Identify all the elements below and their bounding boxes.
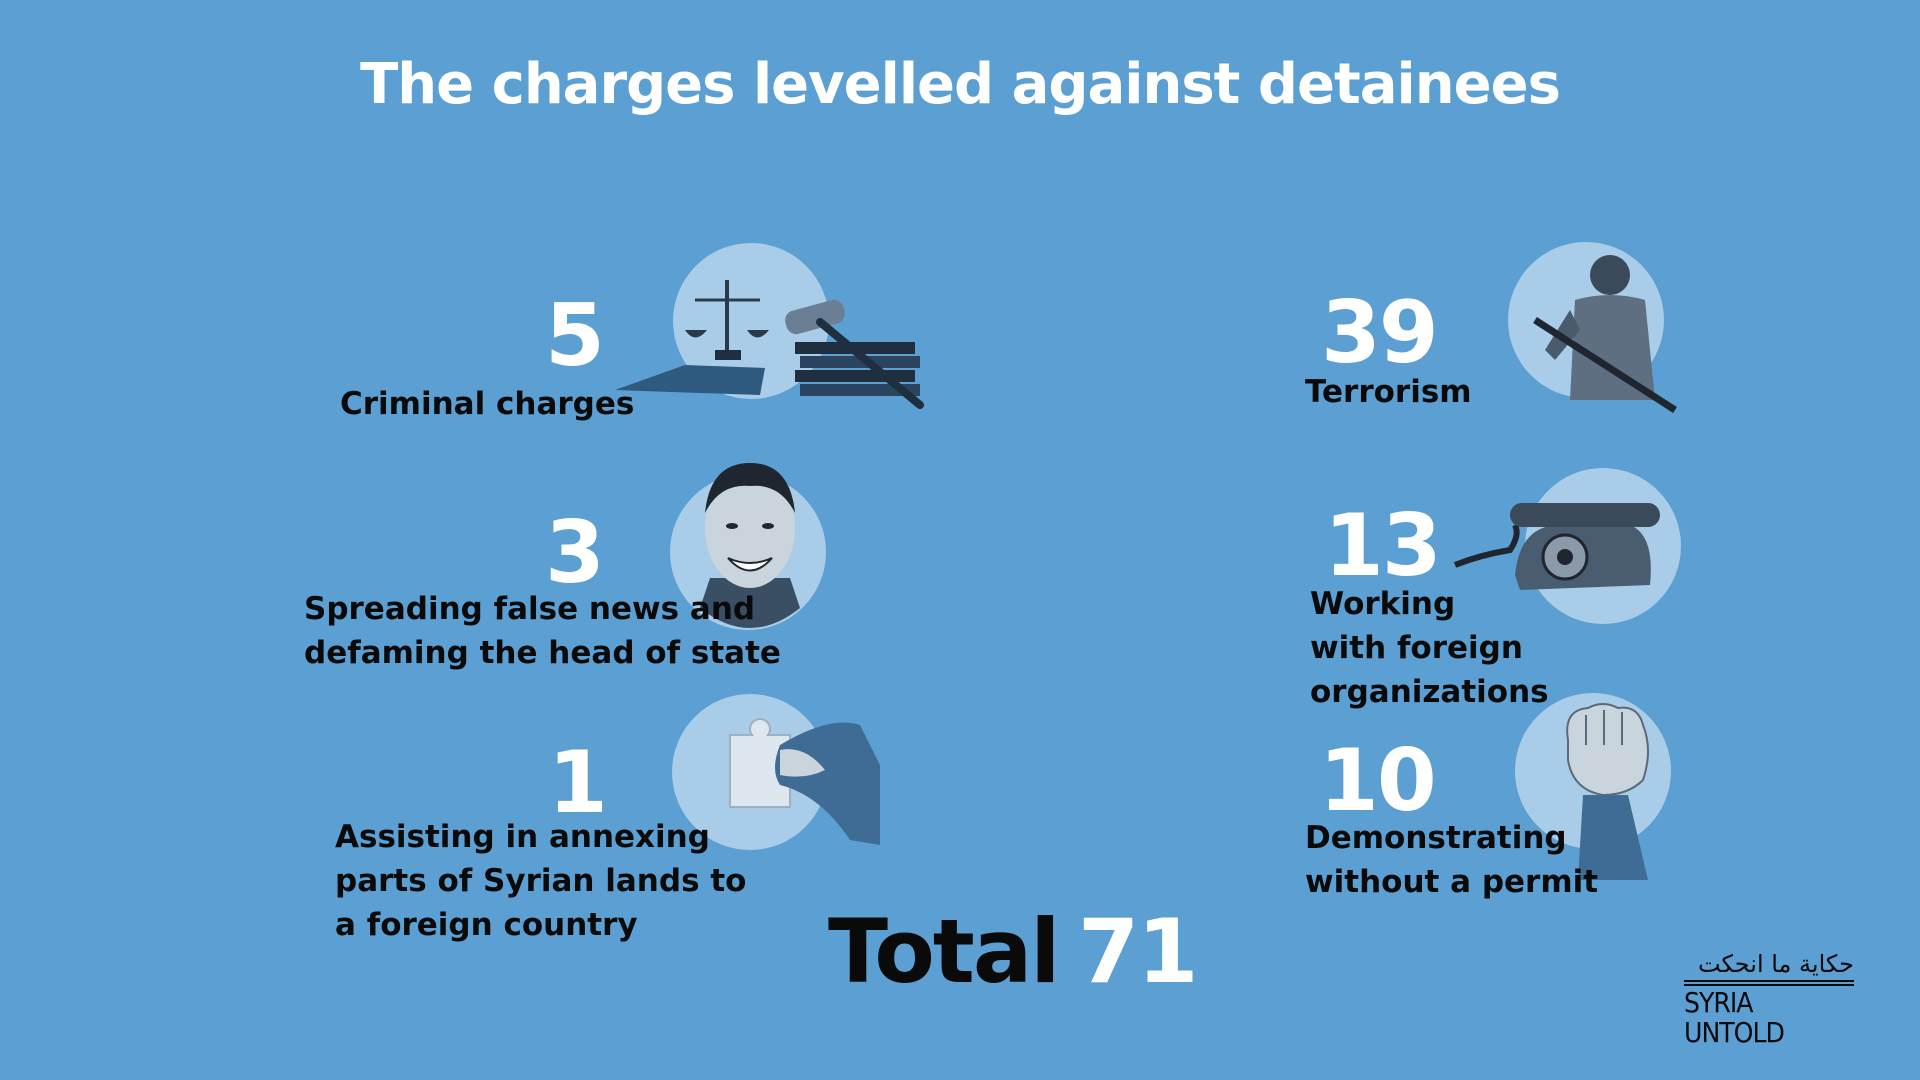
charge-count: 10: [1319, 731, 1437, 831]
charge-count: 39: [1321, 283, 1439, 383]
charge-count: 13: [1324, 496, 1442, 596]
charge-count: 1: [548, 733, 608, 833]
rotary-telephone-icon: [1453, 503, 1660, 590]
logo-divider: [1684, 984, 1854, 986]
total-value: 71: [1078, 900, 1198, 1003]
raised-fist-icon: [1566, 703, 1649, 880]
armed-man-icon: [1533, 255, 1677, 413]
total-label: Total: [828, 900, 1060, 1003]
charge-count: 5: [545, 286, 605, 386]
charge-label: Terrorism: [1305, 374, 1472, 410]
puzzle-piece-icon: [729, 718, 880, 845]
charge-label: Assisting in annexing parts of Syrian la…: [335, 819, 747, 943]
syria-untold-logo: حكاية ما انحكت SYRIA UNTOLD: [1684, 950, 1854, 1048]
charge-label: Demonstrating without a permit: [1305, 820, 1599, 900]
logo-divider: [1684, 980, 1854, 982]
scales-gavel-icon: [615, 280, 924, 409]
logo-arabic: حكاية ما انحكت: [1697, 950, 1854, 978]
page-title: The charges levelled against detainees: [360, 52, 1561, 117]
portrait-icon: [700, 463, 800, 628]
charge-count: 3: [545, 503, 605, 603]
logo-english: SYRIA UNTOLD: [1684, 986, 1785, 1049]
charge-label: Criminal charges: [340, 386, 635, 422]
charge-label: Working with foreign organizations: [1310, 586, 1549, 710]
charge-label: Spreading false news and defaming the he…: [304, 591, 781, 671]
